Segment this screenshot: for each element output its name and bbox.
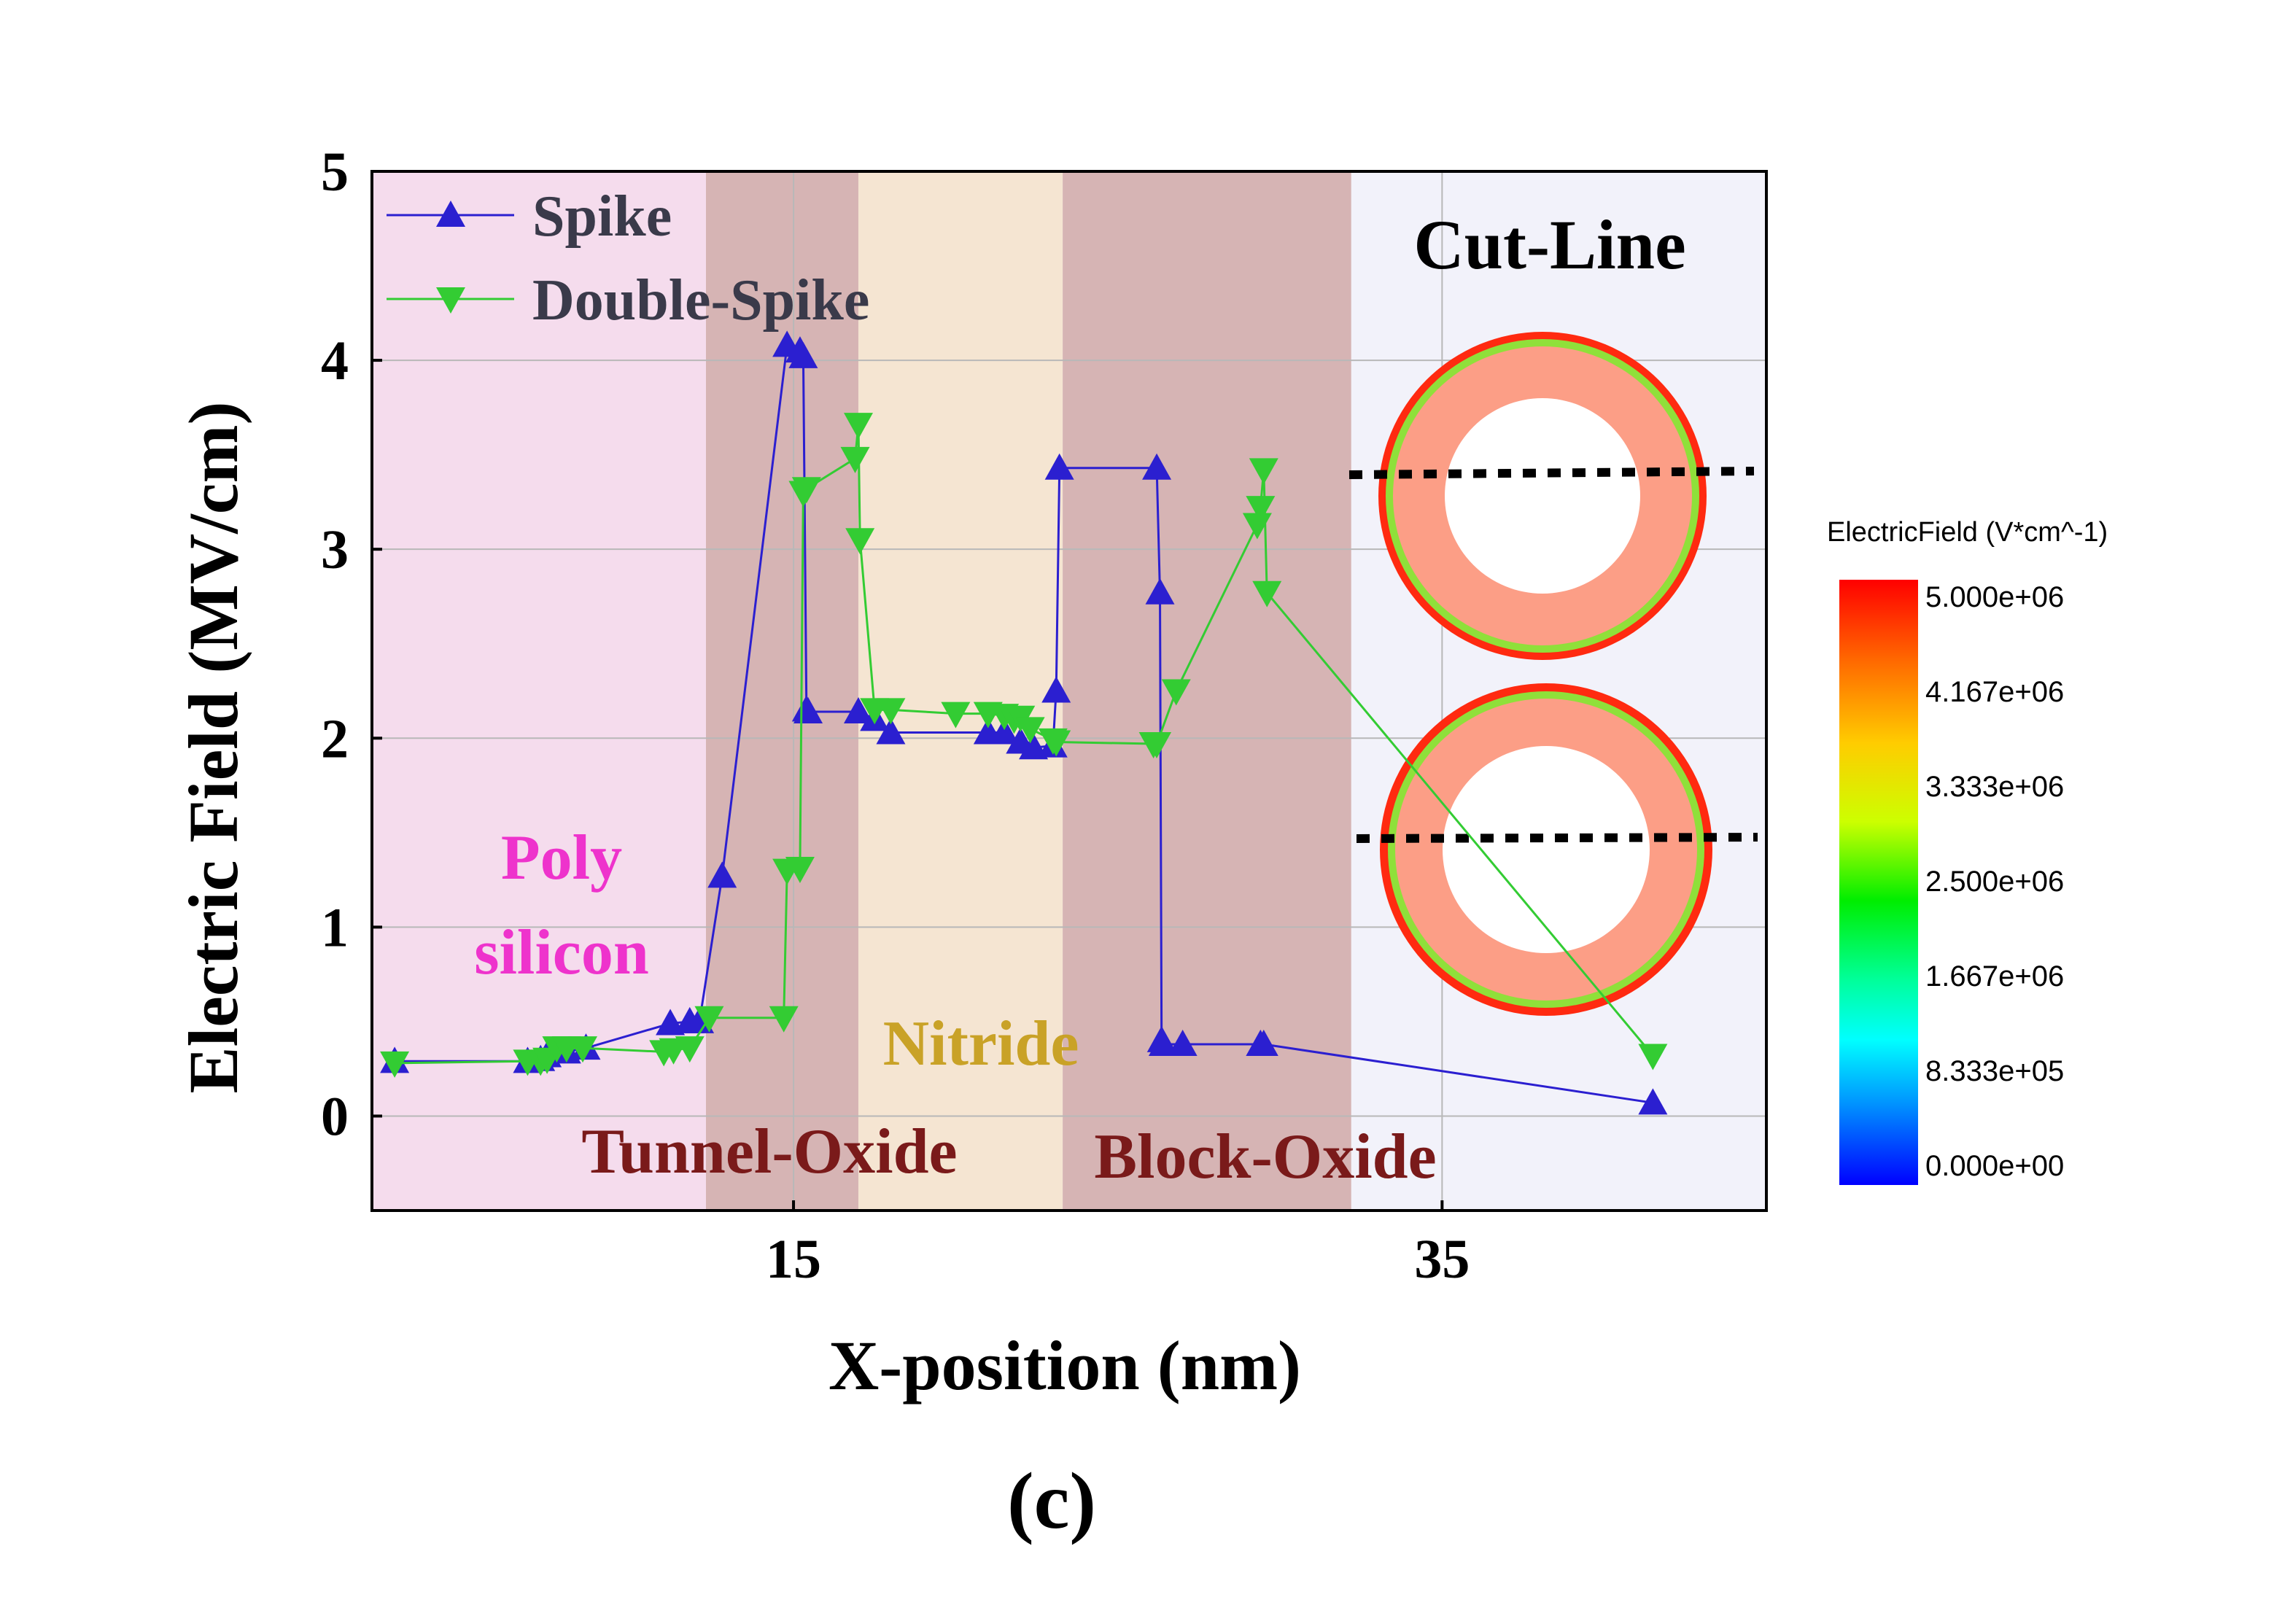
y-tick-label: 1 bbox=[321, 897, 349, 958]
region-label: Nitride bbox=[883, 1009, 1079, 1079]
data-point bbox=[990, 718, 1020, 745]
colorbar-tick-label: 8.333e+05 bbox=[1925, 1055, 2064, 1087]
data-point bbox=[1041, 730, 1071, 757]
cross-section-top bbox=[1348, 332, 1755, 660]
legend-entry-1: Double-Spike bbox=[387, 268, 869, 333]
y-tick-label: 4 bbox=[321, 330, 349, 392]
data-point bbox=[941, 702, 971, 729]
y-tick-label: 0 bbox=[321, 1086, 349, 1147]
data-point bbox=[707, 861, 737, 888]
legend-label: Double-Spike bbox=[532, 268, 869, 333]
data-point bbox=[876, 718, 906, 745]
colorbar-gradient bbox=[1839, 580, 1918, 1185]
x-tick-label: 35 bbox=[1414, 1229, 1470, 1290]
legend-label: Spike bbox=[532, 184, 672, 249]
cross-section-bottom bbox=[1356, 683, 1758, 1016]
data-series bbox=[380, 330, 1668, 1115]
data-point bbox=[1142, 732, 1172, 759]
data-point bbox=[1252, 580, 1282, 607]
region-label: Block-Oxide bbox=[1094, 1122, 1436, 1192]
y-tick-label: 5 bbox=[321, 141, 349, 203]
y-axis-label: Electric Field (MV/cm) bbox=[174, 402, 252, 1094]
data-point bbox=[1145, 578, 1175, 605]
data-point bbox=[1249, 1030, 1278, 1056]
data-point bbox=[788, 341, 818, 368]
data-point bbox=[568, 1036, 598, 1063]
data-point bbox=[1161, 679, 1191, 706]
colorbar-tick-label: 2.500e+06 bbox=[1925, 866, 2064, 898]
data-point bbox=[380, 1051, 410, 1078]
region-label: Tunnel-Oxide bbox=[581, 1116, 957, 1187]
cut-line-top bbox=[1348, 467, 1755, 479]
colorbar-tick-label: 1.667e+06 bbox=[1925, 960, 2064, 992]
region-2 bbox=[858, 171, 1063, 1211]
data-point bbox=[769, 1006, 799, 1033]
colorbar-title: ElectricField (V*cm^-1) bbox=[1827, 517, 2108, 548]
colorbar-tick-label: 3.333e+06 bbox=[1925, 771, 2064, 803]
legend: Spike Double-Spike bbox=[387, 184, 869, 333]
region-3 bbox=[1063, 171, 1351, 1211]
y-tick-label: 2 bbox=[321, 708, 349, 769]
colorbar-tick-label: 4.167e+06 bbox=[1925, 676, 2064, 708]
legend-marker bbox=[436, 201, 465, 227]
data-point bbox=[1142, 453, 1172, 480]
data-point bbox=[1638, 1044, 1668, 1071]
inset-title: Cut-Line bbox=[1413, 206, 1685, 284]
data-point bbox=[845, 528, 875, 555]
region-labels: Poly silicon Tunnel-Oxide NitrideBlock-Oxid… bbox=[474, 823, 1436, 1192]
region-label: silicon bbox=[474, 917, 649, 988]
region-0 bbox=[372, 171, 706, 1211]
data-point bbox=[791, 477, 821, 504]
colorbar-ticks: 5.000e+06 4.167e+06 3.333e+06 2.500e+06 1.66… bbox=[1925, 581, 2064, 1182]
cut-line-bottom bbox=[1356, 833, 1758, 843]
colorbar-tick-label: 5.000e+06 bbox=[1925, 581, 2064, 613]
colorbar-tick-label: 0.000e+00 bbox=[1925, 1150, 2064, 1182]
data-point bbox=[1148, 1030, 1178, 1056]
data-point bbox=[843, 413, 873, 440]
data-point bbox=[843, 697, 873, 723]
data-point bbox=[840, 446, 870, 473]
data-point bbox=[1019, 733, 1049, 760]
figure-caption: (c) bbox=[1007, 1456, 1096, 1545]
data-point bbox=[1041, 676, 1071, 703]
data-point bbox=[1249, 458, 1278, 485]
region-label: Poly bbox=[501, 823, 622, 893]
data-point bbox=[785, 857, 815, 884]
data-point bbox=[1015, 717, 1045, 744]
colorbar: ElectricField (V*cm^-1) 5.000e+06 4.167e+… bbox=[1827, 517, 2108, 1185]
data-point bbox=[675, 1036, 705, 1063]
legend-marker bbox=[436, 287, 465, 314]
data-point bbox=[876, 698, 906, 725]
data-point bbox=[1638, 1088, 1668, 1115]
data-point bbox=[1168, 1030, 1198, 1056]
axes: 0 1 2 3 4 5 15 35 bbox=[321, 141, 1470, 1290]
data-point bbox=[1044, 453, 1074, 480]
plot-frame bbox=[370, 170, 1768, 1212]
data-point bbox=[656, 1009, 686, 1036]
legend-entry-0: Spike bbox=[387, 184, 672, 249]
y-tick-label: 3 bbox=[321, 519, 349, 580]
data-point bbox=[1242, 513, 1272, 540]
x-axis-label: X-position (nm) bbox=[828, 1326, 1301, 1405]
x-tick-label: 15 bbox=[766, 1229, 821, 1290]
data-point bbox=[694, 1006, 724, 1033]
cut-line-inset: Cut-Line bbox=[1348, 206, 1758, 1016]
data-point bbox=[1246, 496, 1276, 523]
series-1 bbox=[380, 413, 1668, 1078]
